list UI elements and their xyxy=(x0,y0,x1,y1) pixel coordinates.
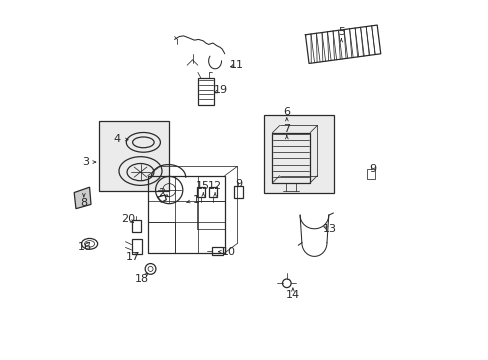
Bar xyxy=(212,247,223,255)
Bar xyxy=(233,186,242,198)
Text: 10: 10 xyxy=(221,247,235,257)
Bar xyxy=(208,187,216,197)
Text: 14: 14 xyxy=(285,290,299,300)
Text: 7: 7 xyxy=(283,124,290,134)
Text: 9: 9 xyxy=(235,179,242,189)
Text: 3: 3 xyxy=(82,157,89,167)
Text: 6: 6 xyxy=(283,107,290,117)
Text: 18: 18 xyxy=(135,274,149,284)
Bar xyxy=(147,222,174,253)
Text: 4: 4 xyxy=(113,134,121,144)
Bar xyxy=(147,176,224,253)
Bar xyxy=(366,169,374,179)
Text: 11: 11 xyxy=(229,59,243,69)
Text: 8: 8 xyxy=(80,198,87,208)
Bar xyxy=(131,220,140,231)
Bar xyxy=(198,78,214,105)
Bar xyxy=(264,116,333,193)
Bar xyxy=(99,121,169,191)
Text: 16: 16 xyxy=(78,242,92,252)
Text: 20: 20 xyxy=(121,214,135,224)
Bar xyxy=(131,239,142,254)
Text: 17: 17 xyxy=(125,252,140,262)
Text: 1: 1 xyxy=(192,195,199,205)
Bar xyxy=(197,201,224,229)
Text: 12: 12 xyxy=(207,181,222,192)
Text: 5: 5 xyxy=(337,27,344,37)
Text: 19: 19 xyxy=(214,85,228,95)
Bar xyxy=(272,133,309,183)
Text: 13: 13 xyxy=(322,225,336,234)
Polygon shape xyxy=(74,187,91,209)
Bar xyxy=(197,187,204,197)
Text: 15: 15 xyxy=(196,181,210,192)
Text: 9: 9 xyxy=(368,164,376,174)
Text: 2: 2 xyxy=(158,188,164,198)
